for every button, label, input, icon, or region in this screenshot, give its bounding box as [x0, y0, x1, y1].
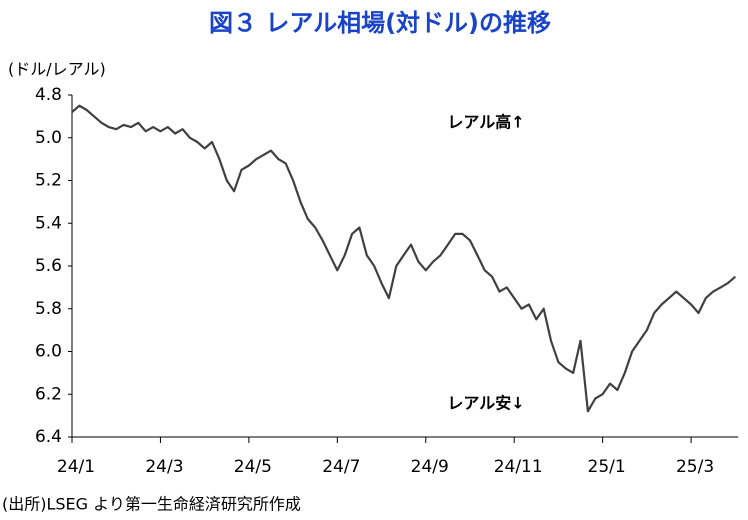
source-note: (出所)LSEG より第一生命経済研究所作成: [2, 495, 301, 514]
y-tick-label: 6.4: [35, 427, 62, 447]
x-tick-label: 24/3: [145, 457, 183, 477]
y-tick-label: 5.0: [35, 128, 62, 148]
x-tick-label: 25/3: [676, 457, 714, 477]
y-tick-label: 5.8: [35, 299, 62, 319]
chart-title: 図３ レアル相場(対ドル)の推移: [209, 9, 551, 37]
x-tick-label: 24/1: [57, 457, 95, 477]
y-axis-unit: (ドル/レアル): [8, 60, 106, 79]
y-tick-label: 6.2: [35, 384, 62, 404]
annotation: レアル高↑: [447, 113, 524, 132]
y-tick-label: 5.6: [35, 256, 62, 276]
annotation: レアル安↓: [447, 394, 524, 413]
y-tick-label: 4.8: [35, 85, 62, 105]
y-tick-label: 5.4: [35, 213, 62, 233]
x-tick-label: 25/1: [588, 457, 626, 477]
x-tick-label: 24/7: [322, 457, 360, 477]
x-tick-label: 24/9: [411, 457, 449, 477]
x-tick-label: 24/11: [494, 457, 543, 477]
y-tick-label: 6.0: [35, 342, 62, 362]
price-line: [71, 104, 737, 413]
x-tick-label: 24/5: [234, 457, 272, 477]
y-tick-label: 5.2: [35, 171, 62, 191]
